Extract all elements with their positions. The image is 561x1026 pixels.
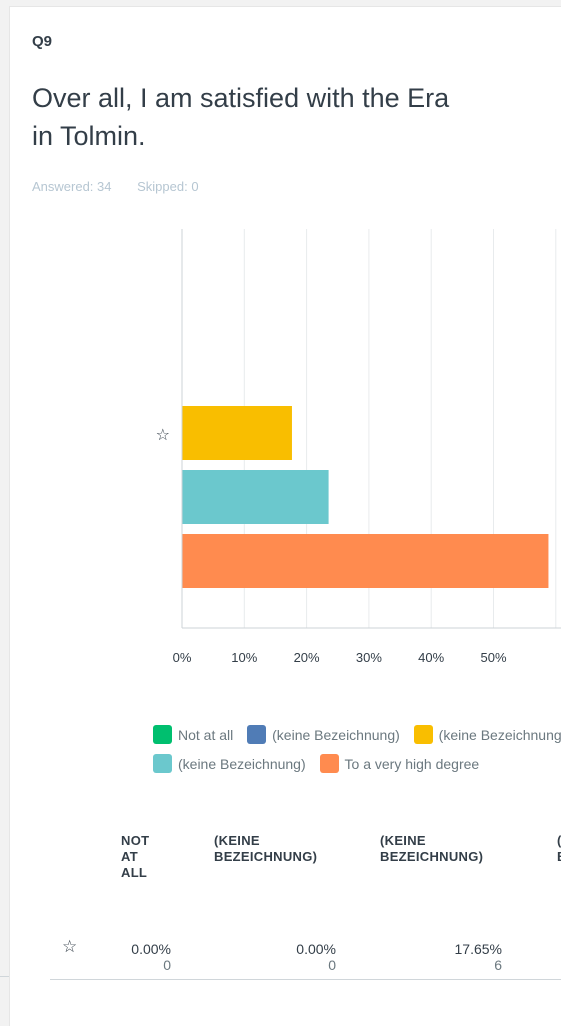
legend-swatch (247, 725, 267, 744)
category-star-icon: ☆ (156, 425, 170, 444)
bar-2 (182, 406, 292, 460)
table-cell: 0.00% 0 (276, 941, 336, 973)
x-tick-label: 20% (294, 650, 320, 665)
header-line: ALL (121, 865, 148, 880)
legend-item[interactable]: (keine Bezeichnung) (247, 725, 400, 744)
table-cell: 17.65% 6 (442, 941, 502, 973)
table-cell: 0.00% 0 (121, 941, 171, 973)
legend-item[interactable]: (keine Bezeichnung) (413, 725, 561, 744)
x-tick-label: 40% (418, 650, 444, 665)
legend-item[interactable]: Not at all (153, 725, 233, 744)
legend-label: (keine Bezeichnung) (272, 727, 400, 743)
header-line: NOT (121, 833, 150, 848)
question-title-line-2: in Tolmin. (32, 121, 146, 151)
legend-label: Not at all (178, 727, 234, 743)
question-card: Q9 Over all, I am satisfied with the Era… (9, 6, 561, 1026)
x-tick-label: 30% (356, 650, 382, 665)
column-header-keine-3: ( B (557, 833, 561, 865)
x-tick-label: 50% (480, 650, 506, 665)
legend-swatch (413, 725, 433, 744)
header-line: ( (557, 833, 561, 849)
legend-row-1: Not at all (keine Bezeichnung) (keine Be… (153, 725, 561, 754)
legend-label: To a very high degree (344, 756, 480, 772)
answered-count: Answered: 34 (32, 179, 112, 194)
question-number: Q9 (32, 33, 53, 50)
cell-percent: 0.00% (296, 941, 336, 957)
bar-3 (182, 470, 329, 524)
legend-label: (keine Bezeichnung) (178, 756, 306, 772)
row-divider (50, 979, 561, 980)
bar-chart: 0% 10% 20% 30% 40% 50% ☆ (156, 229, 561, 665)
header-line: BEZEICHNUNG) (380, 849, 484, 864)
legend-item[interactable]: (keine Bezeichnung) (153, 754, 306, 773)
gutter-divider (0, 976, 9, 977)
cell-percent: 17.65% (454, 941, 502, 957)
results-table: NOT AT ALL (KEINE BEZEICHNUNG) (KEINE BE… (10, 833, 561, 1026)
legend-swatch (319, 754, 339, 773)
cell-percent: 0.00% (131, 941, 171, 957)
response-stats: Answered: 34 Skipped: 0 (32, 179, 199, 194)
legend-swatch (153, 725, 172, 744)
legend-row-2: (keine Bezeichnung) To a very high degre… (153, 754, 561, 783)
chart-legend: Not at all (keine Bezeichnung) (keine Be… (153, 725, 561, 783)
column-header-not-at-all: NOT AT ALL (121, 833, 149, 881)
cell-count: 0 (163, 957, 171, 973)
column-header-keine-1: (KEINE BEZEICHNUNG) (214, 833, 317, 865)
legend-swatch (153, 754, 172, 773)
question-title: Over all, I am satisfied with the Era in… (32, 79, 561, 155)
legend-label: (keine Bezeichnung) (438, 727, 561, 743)
header-line: AT (121, 849, 138, 864)
header-line: B (557, 849, 561, 865)
header-line: (KEINE (214, 833, 260, 848)
header-line: BEZEICHNUNG) (214, 849, 318, 864)
row-star-icon[interactable]: ☆ (62, 937, 78, 956)
question-title-line-1: Over all, I am satisfied with the Era (32, 83, 450, 113)
cell-count: 0 (328, 957, 336, 973)
legend-item[interactable]: To a very high degree (319, 754, 480, 773)
x-tick-label: 0% (173, 650, 192, 665)
cell-count: 6 (494, 957, 502, 973)
skipped-count: Skipped: 0 (137, 179, 199, 194)
x-tick-label: 10% (231, 650, 257, 665)
bar-4 (182, 534, 549, 588)
header-line: (KEINE (380, 833, 426, 848)
column-header-keine-2: (KEINE BEZEICHNUNG) (380, 833, 483, 865)
